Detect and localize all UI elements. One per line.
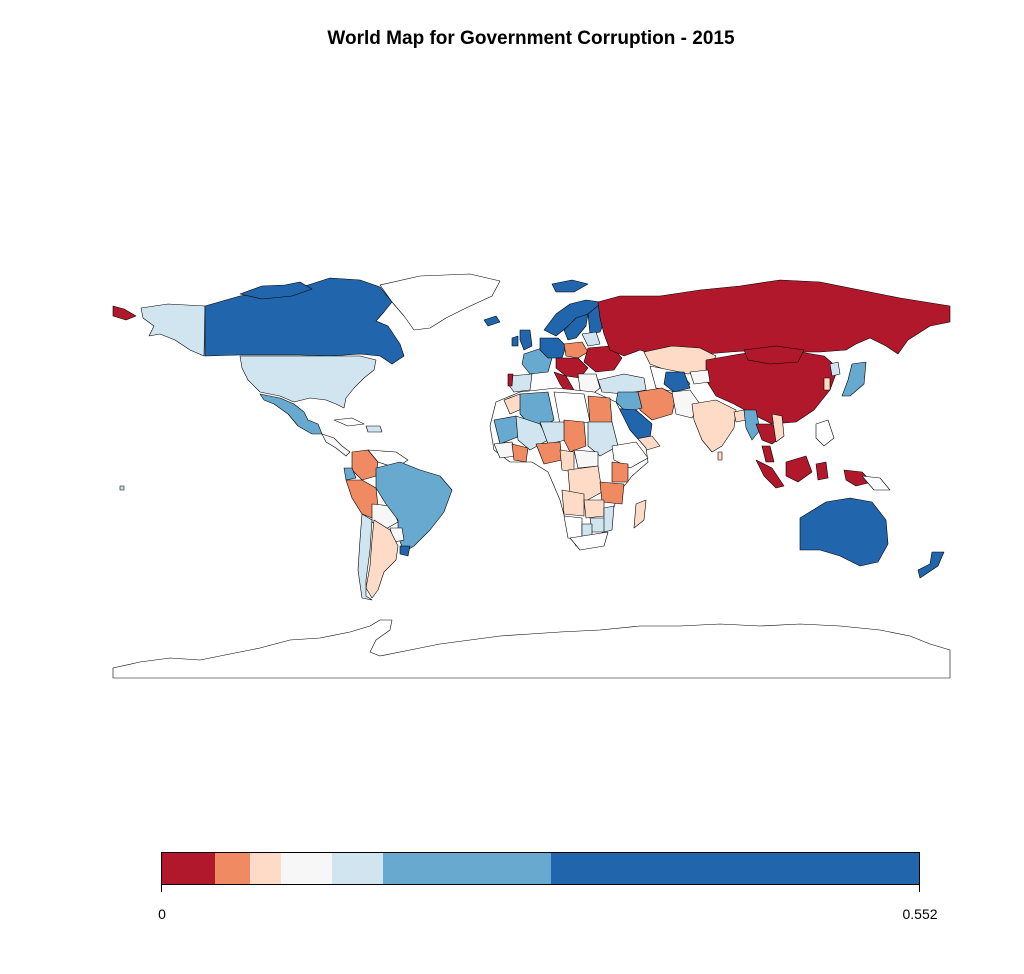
region-canada [204, 277, 405, 365]
region-cuba [333, 417, 365, 427]
region-madagascar [633, 499, 647, 529]
region-canada-archipelago [239, 281, 313, 300]
legend-tick-min [161, 885, 162, 892]
region-ireland [511, 335, 519, 347]
region-zambia [583, 499, 605, 519]
legend-bin-4 [281, 853, 332, 884]
region-mongolia [743, 345, 805, 365]
region-libya [553, 391, 591, 425]
region-indonesia-papua [843, 469, 873, 487]
map-title: World Map for Government Corruption - 20… [327, 28, 735, 49]
region-usa [239, 355, 377, 409]
region-indonesia-sumatra [755, 459, 785, 489]
region-kenya [611, 461, 629, 483]
region-angola [561, 489, 585, 517]
legend-max-label: 0.552 [902, 906, 938, 922]
region-russia [597, 279, 951, 357]
region-car [573, 449, 599, 469]
region-south-africa [569, 531, 609, 551]
legend-bin-3 [250, 853, 281, 884]
region-ghana [511, 443, 529, 463]
region-australia [799, 497, 889, 567]
region-argentina [365, 519, 399, 599]
region-mozambique [603, 505, 615, 533]
region-caribbean [365, 425, 383, 433]
region-hawaii [119, 485, 125, 491]
region-iran [635, 387, 677, 421]
region-alaska [140, 303, 206, 357]
region-cameroon [559, 449, 575, 473]
region-greenland [379, 273, 501, 331]
legend-bin-5 [332, 853, 383, 884]
region-tanzania [599, 481, 625, 505]
region-sudan [587, 421, 619, 457]
region-chukotka [112, 305, 137, 321]
region-philippines [815, 419, 835, 447]
region-new-zealand [917, 551, 945, 579]
region-egypt [587, 395, 613, 425]
legend-bin-1 [162, 853, 215, 884]
region-balkans [577, 373, 601, 397]
region-afghanistan [663, 371, 691, 393]
region-sweden [563, 313, 589, 341]
region-myanmar [743, 409, 761, 441]
region-zimbabwe [589, 517, 607, 533]
map-frame [112, 273, 951, 679]
color-legend-bar [161, 852, 920, 885]
region-brazil [375, 461, 453, 553]
region-indonesia-sulawesi [815, 461, 829, 481]
region-korea [829, 361, 841, 377]
legend-min-label: 0 [158, 906, 166, 922]
region-poland [563, 341, 589, 359]
region-chile [357, 513, 373, 601]
region-uk [519, 329, 533, 351]
region-central-america [321, 433, 351, 457]
legend-bin-7 [551, 853, 919, 884]
region-taiwan [823, 377, 831, 391]
region-baltics [581, 331, 601, 347]
region-ethiopia [611, 441, 649, 469]
region-india [691, 399, 737, 453]
legend-tick-max [919, 885, 920, 892]
region-chad [563, 419, 587, 453]
region-iceland [483, 315, 501, 327]
region-turkey [597, 373, 647, 395]
legend-bin-6 [383, 853, 551, 884]
region-png [861, 475, 891, 491]
region-antarctica [112, 619, 951, 679]
region-indonesia-borneo [785, 455, 813, 483]
region-malaysia [761, 445, 775, 463]
region-svalbard [551, 279, 589, 293]
region-japan [841, 361, 867, 397]
region-vietnam [771, 413, 785, 443]
legend-bin-2 [215, 853, 250, 884]
region-ecuador [343, 467, 357, 481]
region-sri-lanka [717, 451, 723, 461]
region-portugal [507, 373, 514, 387]
region-uruguay [399, 545, 411, 557]
region-kyrgyzstan [689, 369, 711, 385]
